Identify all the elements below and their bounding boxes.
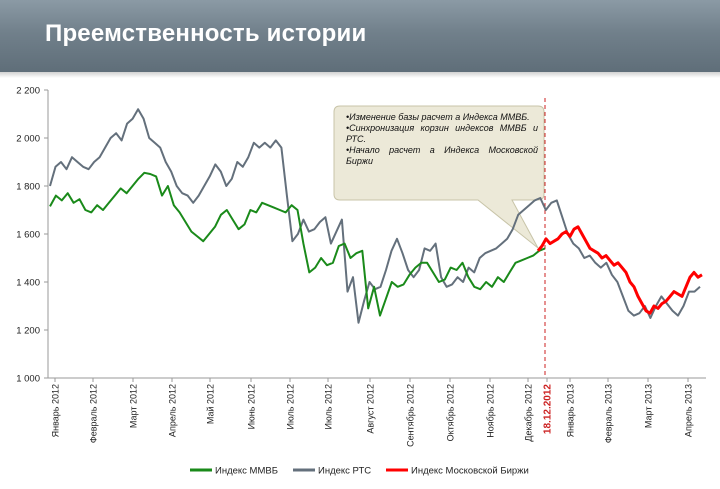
x-tick-label: Август 2012 bbox=[366, 384, 376, 434]
callout-note: •Изменение базы расчет а Индекса ММВБ. •… bbox=[334, 106, 544, 200]
series-line-3 bbox=[536, 225, 703, 315]
x-tick-label: Апрель 2012 bbox=[168, 384, 178, 437]
x-tick-label: Июнь 2012 bbox=[247, 384, 257, 429]
callout-line: •Начало расчет а Индекса Московской Бирж… bbox=[346, 145, 538, 166]
title-bar: Преемственность истории bbox=[0, 0, 720, 72]
legend-label: Индекс ММВБ bbox=[215, 466, 278, 477]
x-tick-label: Январь 2012 bbox=[51, 384, 61, 437]
x-tick-label: Май 2012 bbox=[206, 384, 216, 424]
y-tick-label: 1 000 bbox=[16, 374, 40, 385]
x-tick-label: Декабрь 2012 bbox=[524, 384, 534, 442]
x-tick-label: Июль 2012 bbox=[324, 384, 334, 429]
y-tick-label: 2 000 bbox=[16, 134, 40, 145]
x-tick-label: 18.12.2012 bbox=[543, 384, 554, 434]
x-tick-label: Февраль 2013 bbox=[604, 384, 614, 443]
x-tick-label: Октябрь 2012 bbox=[446, 384, 456, 441]
x-tick-label: Январь 2013 bbox=[566, 384, 576, 437]
chart-legend: Индекс ММВБ Индекс РТС Индекс Московской Б… bbox=[190, 466, 529, 477]
x-tick-label: Июль 2012 bbox=[286, 384, 296, 429]
title-bar-shadow bbox=[0, 72, 720, 78]
series-line-1 bbox=[49, 171, 546, 317]
y-tick-label: 1 400 bbox=[16, 278, 40, 289]
callout-bubble bbox=[333, 105, 545, 249]
x-axis-ticks: Январь 2012 Февраль 2012 Март 2012 Апрель 2… bbox=[51, 378, 694, 447]
x-tick-label: Апрель 2013 bbox=[684, 384, 694, 437]
x-tick-label: Сентябрь 2012 bbox=[406, 384, 416, 447]
y-tick-label: 1 600 bbox=[16, 230, 40, 241]
legend-label: Индекс РТС bbox=[318, 466, 371, 477]
y-tick-label: 2 200 bbox=[16, 86, 40, 97]
callout-line: •Изменение базы расчет а Индекса ММВБ. bbox=[346, 112, 530, 122]
page-title: Преемственность истории bbox=[45, 20, 367, 47]
y-tick-label: 1 800 bbox=[16, 182, 40, 193]
y-axis-ticks: 1 000 1 200 1 400 1 600 1 800 2 000 2 200 bbox=[16, 86, 48, 385]
x-tick-label: Февраль 2012 bbox=[89, 384, 99, 443]
x-tick-label: Март 2012 bbox=[129, 384, 139, 428]
x-tick-label: Ноябрь 2012 bbox=[486, 384, 496, 438]
callout-shape bbox=[333, 105, 545, 249]
callout-line: •Синхронизация корзин индексов ММВБ и РТ… bbox=[346, 123, 538, 144]
y-tick-label: 1 200 bbox=[16, 326, 40, 337]
legend-label: Индекс Московской Биржи bbox=[411, 466, 529, 477]
x-tick-label: Март 2013 bbox=[644, 384, 654, 428]
chart-series bbox=[49, 108, 703, 324]
